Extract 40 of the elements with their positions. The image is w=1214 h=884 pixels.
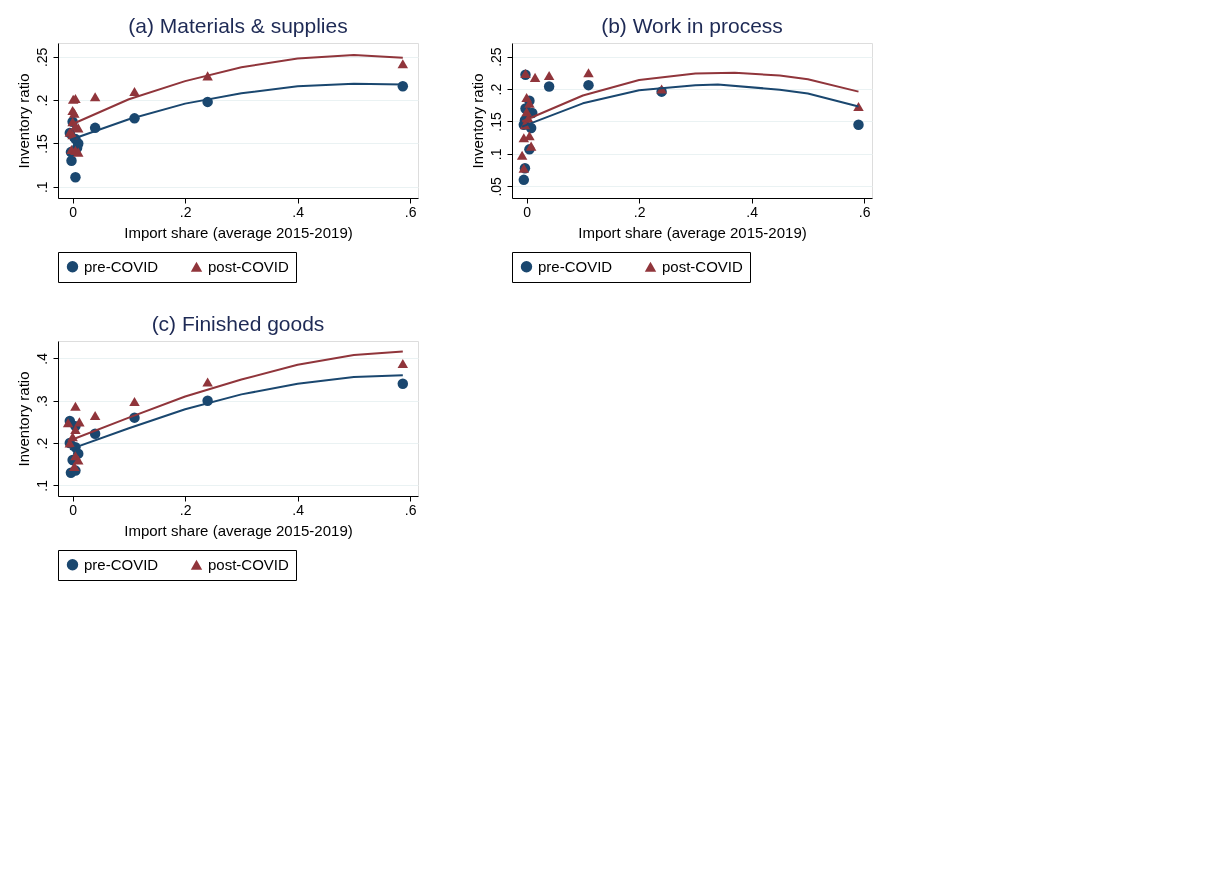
y-tick-label: .25: [487, 47, 504, 67]
legend-label: post-COVID: [662, 257, 744, 275]
x-tick-label: .6: [404, 203, 417, 220]
x-tick-label: .4: [292, 203, 305, 220]
x-tick-label: .6: [404, 501, 417, 518]
x-tick-label: .6: [858, 203, 871, 220]
y-tick-label: .25: [33, 47, 50, 68]
x-axis-title: Import share (average 2015-2019): [124, 223, 353, 241]
x-tick-label: 0: [523, 203, 532, 220]
y-tick-label: .05: [487, 176, 504, 197]
x-tick-label: .2: [179, 203, 192, 220]
y-tick-label: .4: [33, 352, 50, 365]
x-axis-title: Import share (average 2015-2019): [124, 521, 353, 539]
y-axis-title: Inventory ratio: [14, 73, 32, 169]
x-tick-label: .4: [746, 203, 759, 220]
y-tick-label: .2: [33, 94, 50, 107]
x-tick-label: .4: [292, 501, 305, 518]
legend-label: pre-COVID: [538, 257, 613, 275]
x-tick-label: 0: [69, 203, 78, 220]
legend-label: pre-COVID: [84, 257, 159, 275]
legend-label: pre-COVID: [84, 555, 159, 573]
y-tick-label: .15: [33, 134, 50, 154]
y-tick-label: .3: [33, 395, 50, 408]
chart-title: (a) Materials & supplies: [128, 14, 348, 37]
y-tick-label: .2: [33, 437, 50, 450]
x-axis-title: Import share (average 2015-2019): [578, 223, 807, 241]
legend-label: post-COVID: [208, 555, 290, 573]
y-tick-label: .1: [33, 479, 50, 492]
y-axis-title: Inventory ratio: [468, 73, 486, 169]
legend-label: post-COVID: [208, 257, 290, 275]
x-tick-label: .2: [179, 501, 192, 518]
x-tick-label: 0: [69, 501, 78, 518]
y-tick-label: .15: [487, 112, 504, 132]
y-tick-label: .1: [487, 148, 504, 161]
x-tick-label: .2: [633, 203, 646, 220]
chart-title: (c) Finished goods: [151, 312, 325, 335]
y-axis-title: Inventory ratio: [14, 371, 32, 467]
y-tick-label: .2: [487, 83, 504, 96]
chart-title: (b) Work in process: [601, 14, 783, 37]
y-tick-label: .1: [33, 181, 50, 194]
